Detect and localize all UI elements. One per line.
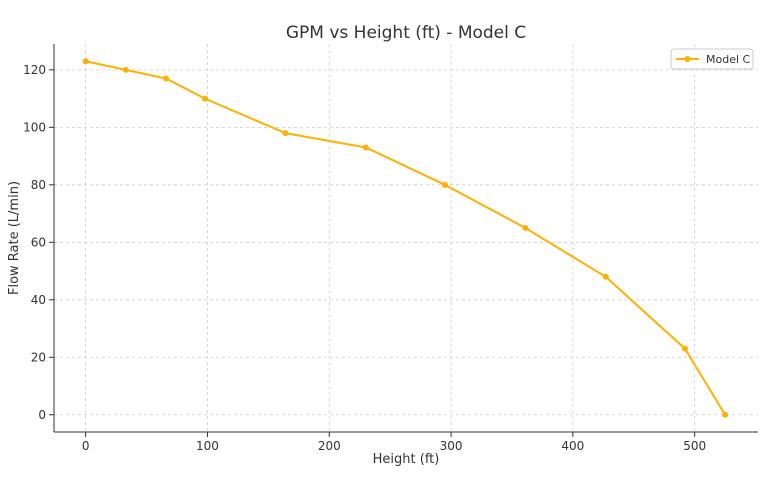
y-tick-label: 0 xyxy=(38,408,46,422)
x-tick-label: 200 xyxy=(318,439,341,453)
x-tick-label: 0 xyxy=(82,439,90,453)
data-point xyxy=(522,224,529,231)
data-point xyxy=(282,130,289,137)
grid xyxy=(54,44,758,432)
x-tick-label: 100 xyxy=(196,439,219,453)
legend-box xyxy=(670,48,754,70)
y-tick-label: 100 xyxy=(23,120,46,134)
y-tick-label: 60 xyxy=(31,235,46,249)
series xyxy=(82,58,729,418)
data-point xyxy=(441,181,448,188)
x-axis-title: Height (ft) xyxy=(373,452,440,467)
y-axis-title: Flow Rate (L/min) xyxy=(7,181,22,295)
legend-label-model-c: Model C xyxy=(706,53,751,66)
x-tick-label: 500 xyxy=(683,439,706,453)
data-point xyxy=(163,75,170,82)
legend-marker-model-c xyxy=(684,56,691,62)
y-tick-label: 40 xyxy=(31,293,46,307)
data-point xyxy=(202,95,209,102)
data-point xyxy=(602,273,609,280)
y-tick-label: 20 xyxy=(31,350,46,364)
ticks: 0 100 200 300 400 500 0 20 40 60 80 100 120 xyxy=(23,63,706,453)
legend: Model C xyxy=(670,48,754,70)
x-tick-label: 400 xyxy=(561,439,584,453)
data-point xyxy=(122,66,129,73)
data-point xyxy=(362,144,369,151)
data-point xyxy=(722,411,729,418)
x-tick-label: 300 xyxy=(440,439,463,453)
y-tick-label: 80 xyxy=(31,178,46,192)
y-tick-label: 120 xyxy=(23,63,46,77)
chart-title: GPM vs Height (ft) - Model C xyxy=(286,23,526,43)
data-point xyxy=(82,58,89,65)
data-point xyxy=(681,345,688,352)
